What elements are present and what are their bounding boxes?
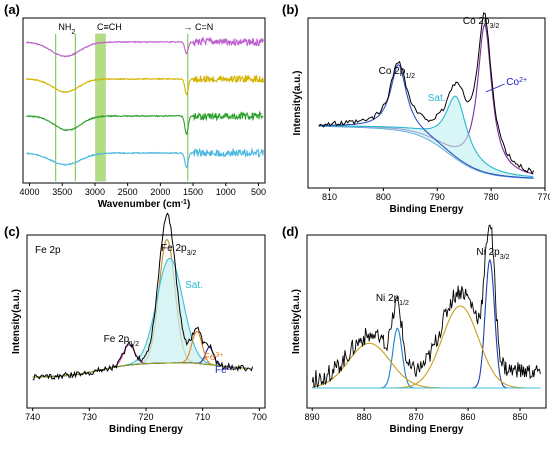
panel-c-xtick-label: 740	[25, 412, 40, 422]
panel-b-frame	[307, 17, 546, 189]
panel-a-series-line	[25, 110, 264, 136]
panel-a-annotation-cn: → C=N	[183, 22, 213, 32]
panel-c-xtick-label: 720	[138, 412, 153, 422]
panel-d-xtick-label: 870	[409, 412, 424, 422]
panel-c-annotation-fe2plus: Fe2+	[215, 365, 235, 377]
panel-b-peak-line	[318, 23, 534, 175]
panel-b-annotation-co2p12: Co 2p1/2	[379, 66, 416, 80]
panel-c: 740 730 720 710 700 Fe 2p Fe 2p3/2 Sat. Fe 2p1/2…	[11, 212, 267, 435]
panel-b-xtick-label: 810	[322, 192, 337, 202]
panel-a-xlabel: Wavenumber (cm-1)	[98, 199, 191, 211]
panel-d-annotation-ni2p32: Ni 2p3/2	[476, 247, 509, 261]
panel-b-xtick-label: 780	[484, 192, 499, 202]
panel-b-annotation-co2plus: Co2+	[506, 77, 527, 89]
panel-d: 890 880 870 860 850 Ni 2p3/2 Ni 2p1/2 Binding E…	[291, 224, 547, 435]
panel-c-title: Fe 2p	[35, 245, 61, 256]
panel-c-sat-fill	[32, 258, 249, 377]
panel-c-frame	[26, 234, 266, 409]
panel-b-label: (b)	[282, 2, 299, 17]
panel-c-annotation-fe2p32: Fe 2p3/2	[161, 243, 196, 257]
panel-d-xlabel: Binding Energy	[390, 424, 464, 435]
panel-b-xlabel: Binding Energy	[390, 204, 464, 215]
panel-b: 810 800 790 780 770 Co 2p3/2 Co 2p1/2 Sat. Co2+ B…	[292, 12, 550, 215]
panel-a-xtick-label: 1000	[216, 187, 236, 197]
panel-a-label: (a)	[4, 2, 20, 17]
panel-c-xtick-label: 700	[252, 412, 267, 422]
panel-d-label: (d)	[282, 224, 299, 239]
panel-c-annotation-sat: Sat.	[185, 280, 203, 291]
panel-d-xtick-label: 850	[513, 412, 528, 422]
panel-a-xtick-label: 1500	[183, 187, 203, 197]
panel-d-frame	[306, 234, 547, 409]
panel-a-xtick-label: 3000	[85, 187, 105, 197]
panel-d-xtick-label: 890	[305, 412, 320, 422]
panel-c-xlabel: Binding Energy	[109, 424, 183, 435]
panel-a-annotation-nh2: NH2	[58, 22, 75, 36]
panel-d-raw-line	[311, 224, 541, 388]
panel-c-raw-line	[32, 212, 253, 381]
panel-c-xtick-label: 710	[195, 412, 210, 422]
panel-c-ylabel: Intensity(a.u.)	[11, 289, 22, 354]
panel-a-xtick-label: 4000	[20, 187, 40, 197]
panel-a-highlight-band	[95, 33, 106, 182]
panel-b-xtick-label: 770	[537, 192, 550, 202]
panel-b-peak-line	[318, 95, 534, 178]
panel-a-xtick-label: 2500	[118, 187, 138, 197]
panel-b-xtick-label: 800	[376, 192, 391, 202]
panel-b-annotation-co2p32: Co 2p3/2	[463, 16, 500, 30]
panel-a-xtick-label: 500	[251, 187, 266, 197]
panel-b-ylabel: Intensity(a.u.)	[292, 70, 303, 135]
panel-d-xtick-label: 860	[461, 412, 476, 422]
panel-d-xtick-label: 880	[357, 412, 372, 422]
panel-a-series-line	[25, 74, 264, 96]
panel-d-annotation-ni2p12: Ni 2p1/2	[376, 293, 409, 307]
panel-b-annotation-sat: Sat.	[428, 93, 446, 104]
panel-c-label: (c)	[4, 224, 20, 239]
panel-a-xtick-label: 2000	[150, 187, 170, 197]
panel-d-ylabel: Intensity(a.u.)	[291, 289, 302, 354]
panel-b-co2plus-pointer	[485, 83, 505, 93]
panel-a-annotation-alkyne: C≡CH	[97, 22, 122, 32]
panel-c-xtick-label: 730	[82, 412, 97, 422]
panel-b-raw-line	[318, 12, 535, 175]
panel-a-series-line	[26, 147, 264, 169]
panel-a-frame	[22, 17, 266, 184]
panel-b-xtick-label: 790	[430, 192, 445, 202]
panel-c-annotation-fe2p12: Fe 2p1/2	[104, 334, 139, 348]
panel-c-annotation-fe3plus: Fe3+	[204, 352, 224, 364]
panel-b-sat-fill	[318, 96, 535, 179]
panel-a-xtick-label: 3500	[52, 187, 72, 197]
panel-a: 4000 3500 3000 2500 2000 1500 1000 500 NH2 C≡CH → …	[20, 17, 266, 211]
panel-a-series-line	[26, 36, 264, 58]
